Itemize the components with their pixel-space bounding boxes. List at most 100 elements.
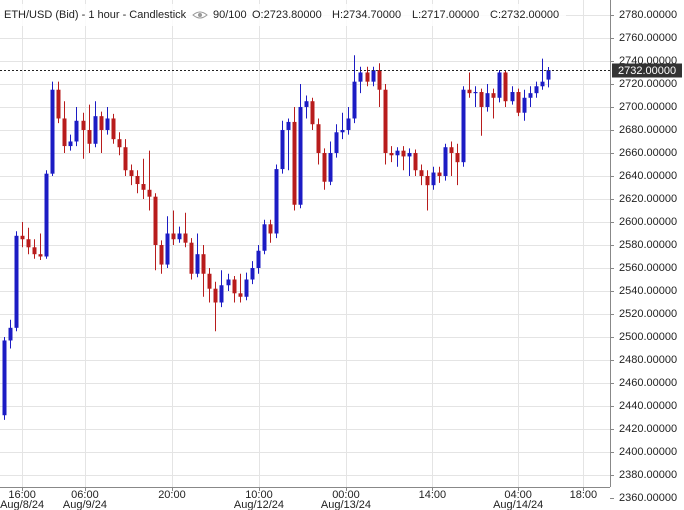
y-tick-label: 2580.00000 — [619, 239, 677, 251]
candle-body — [123, 147, 128, 171]
candle-body — [68, 141, 73, 147]
eye-icon[interactable] — [192, 11, 208, 19]
candle-body — [485, 93, 490, 107]
candle-body — [213, 288, 218, 303]
candle-body — [449, 147, 454, 153]
candle-body — [352, 81, 357, 119]
candle-body — [183, 233, 188, 243]
x-tick-label: 16:00 — [8, 489, 36, 501]
candle-body — [62, 118, 67, 147]
candles — [2, 55, 551, 420]
candle-body — [383, 89, 388, 153]
y-tick-label: 2680.00000 — [619, 124, 677, 136]
candle-body — [165, 233, 170, 265]
y-tick-label: 2560.00000 — [619, 262, 677, 274]
y-tick-label: 2460.00000 — [619, 377, 677, 389]
candle-body — [286, 121, 291, 130]
y-tick-label: 2760.00000 — [619, 32, 677, 44]
last-price-box — [612, 63, 682, 78]
candle-body — [491, 93, 496, 98]
candle-body — [377, 70, 382, 90]
counter: 90/100 — [213, 9, 247, 21]
axes: 2360.00000 2380.00000 2400.00000 2420.00000… — [0, 9, 682, 510]
candle-body — [280, 129, 285, 170]
y-tick-label: 2440.00000 — [619, 400, 677, 412]
candle-body — [219, 285, 224, 303]
candle-body — [195, 254, 200, 274]
candle-body — [274, 169, 279, 234]
x-tick-label: 14:00 — [419, 489, 447, 501]
candle-body — [534, 86, 539, 94]
candle-body — [443, 147, 448, 176]
candle-body — [2, 340, 7, 416]
candle-body — [74, 120, 79, 142]
candle-body — [292, 121, 297, 205]
candle-body — [262, 224, 267, 251]
ohlc-open: O:2723.80000 — [252, 9, 322, 21]
candle-body — [177, 233, 182, 240]
y-tick-label: 2700.00000 — [619, 101, 677, 113]
candle-body — [510, 92, 515, 102]
candle-body — [522, 97, 527, 113]
candle-body — [159, 244, 164, 265]
candle-body — [238, 293, 243, 297]
candle-body — [437, 172, 442, 176]
candle-body — [111, 118, 116, 140]
x-tick-label: 20:00 — [158, 489, 186, 501]
candle-body — [141, 184, 146, 190]
candle-body — [328, 152, 333, 182]
candle-body — [455, 152, 460, 163]
candle-body — [395, 150, 400, 156]
candle-body — [117, 139, 122, 148]
y-tick-label: 2640.00000 — [619, 170, 677, 182]
candle-body — [189, 242, 194, 274]
candle-body — [268, 224, 273, 234]
candle-body — [401, 150, 406, 157]
candle-body — [516, 92, 521, 113]
candle-body — [38, 254, 43, 257]
header-bg — [0, 4, 566, 26]
x-date-label: Aug/14/24 — [493, 499, 543, 510]
candle-body — [87, 129, 92, 144]
candle-body — [304, 101, 309, 107]
candle-body — [14, 235, 19, 328]
candle-body — [20, 235, 25, 240]
y-tick-label: 2380.00000 — [619, 469, 677, 481]
candle-body — [503, 72, 508, 102]
candle-body — [365, 72, 370, 82]
grid — [0, 0, 610, 487]
candle-body — [497, 72, 502, 98]
y-tick-label: 2540.00000 — [619, 285, 677, 297]
candle-body — [135, 175, 140, 185]
candle-body — [207, 273, 212, 289]
y-tick-label: 2600.00000 — [619, 216, 677, 228]
candle-body — [546, 70, 551, 80]
x-tick-label: 06:00 — [71, 489, 99, 501]
x-tick-label: 04:00 — [504, 489, 532, 501]
candle-body — [50, 89, 55, 174]
candle-body — [44, 173, 49, 257]
candle-body — [153, 196, 158, 245]
candle-body — [32, 247, 37, 255]
candle-body — [105, 118, 110, 130]
candle-body — [26, 239, 31, 248]
y-tick-label: 2500.00000 — [619, 331, 677, 343]
x-date-label: Aug/13/24 — [321, 499, 371, 510]
ohlc-low: L:2717.00000 — [412, 9, 479, 21]
candle-body — [413, 152, 418, 171]
candle-body — [147, 189, 152, 197]
y-tick-label: 2720.00000 — [619, 78, 677, 90]
x-date-label: Aug/8/24 — [0, 499, 44, 510]
candle-body — [81, 120, 86, 130]
candle-body — [479, 92, 484, 107]
candle-body — [244, 279, 249, 297]
candle-body — [467, 89, 472, 94]
candle-body — [93, 116, 98, 144]
candle-body — [232, 279, 237, 294]
y-tick-label: 2360.00000 — [619, 492, 677, 504]
candle-body — [334, 132, 339, 153]
candle-body — [171, 233, 176, 240]
chart-title: ETH/USD (Bid) - 1 hour - Candlestick — [4, 9, 187, 21]
x-date-label: Aug/12/24 — [234, 499, 284, 510]
